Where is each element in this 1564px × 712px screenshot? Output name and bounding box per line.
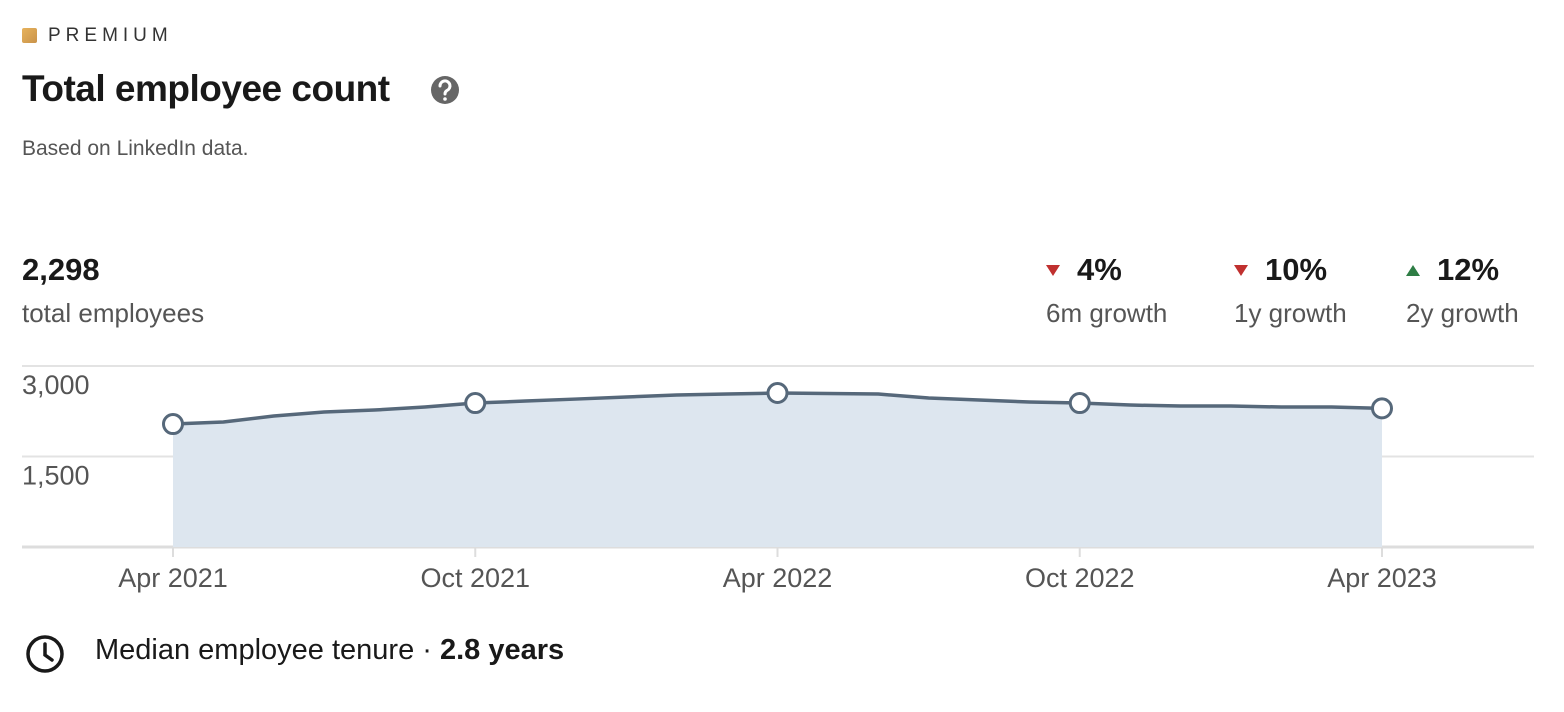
growth-value: 4% (1077, 252, 1122, 287)
y-tick-label: 3,000 (22, 370, 90, 400)
premium-badge: PREMIUM (48, 25, 173, 46)
subtitle: Based on LinkedIn data. (22, 137, 249, 160)
tenure-value: 2.8 years (440, 634, 565, 666)
growth-label: 1y growth (1234, 298, 1347, 328)
point (162, 413, 184, 436)
growth-label: 6m growth (1046, 298, 1168, 328)
x-tick-label: Oct 2021 (420, 563, 530, 593)
tenure: Median employee tenure · 2.8 years (95, 634, 564, 667)
area (173, 393, 1382, 547)
x-tick-label: Apr 2022 (723, 563, 833, 593)
growth-arrow (1046, 265, 1060, 276)
point (766, 382, 789, 405)
point (1068, 392, 1091, 415)
summary-value: 2,298 (22, 252, 100, 287)
x-tick-label: Apr 2021 (118, 563, 228, 593)
growth-value: 12% (1437, 252, 1500, 287)
x-tick-label: Oct 2022 (1025, 563, 1135, 593)
point (1371, 397, 1393, 420)
growth-value: 10% (1265, 252, 1328, 287)
growth-arrow (1234, 265, 1248, 276)
growth-arrow (1406, 265, 1420, 276)
clock-icon (26, 635, 64, 673)
help-icon[interactable] (431, 76, 459, 104)
premium-icon (22, 28, 37, 43)
summary-label: total employees (22, 298, 205, 328)
title: Total employee count (22, 68, 390, 109)
tenure-separator: · (422, 634, 432, 666)
y-tick-label: 1,500 (22, 461, 90, 491)
tenure-label: Median employee tenure (95, 634, 415, 666)
growth-label: 2y growth (1406, 298, 1519, 328)
point (464, 392, 487, 415)
x-tick-label: Apr 2023 (1327, 563, 1437, 593)
